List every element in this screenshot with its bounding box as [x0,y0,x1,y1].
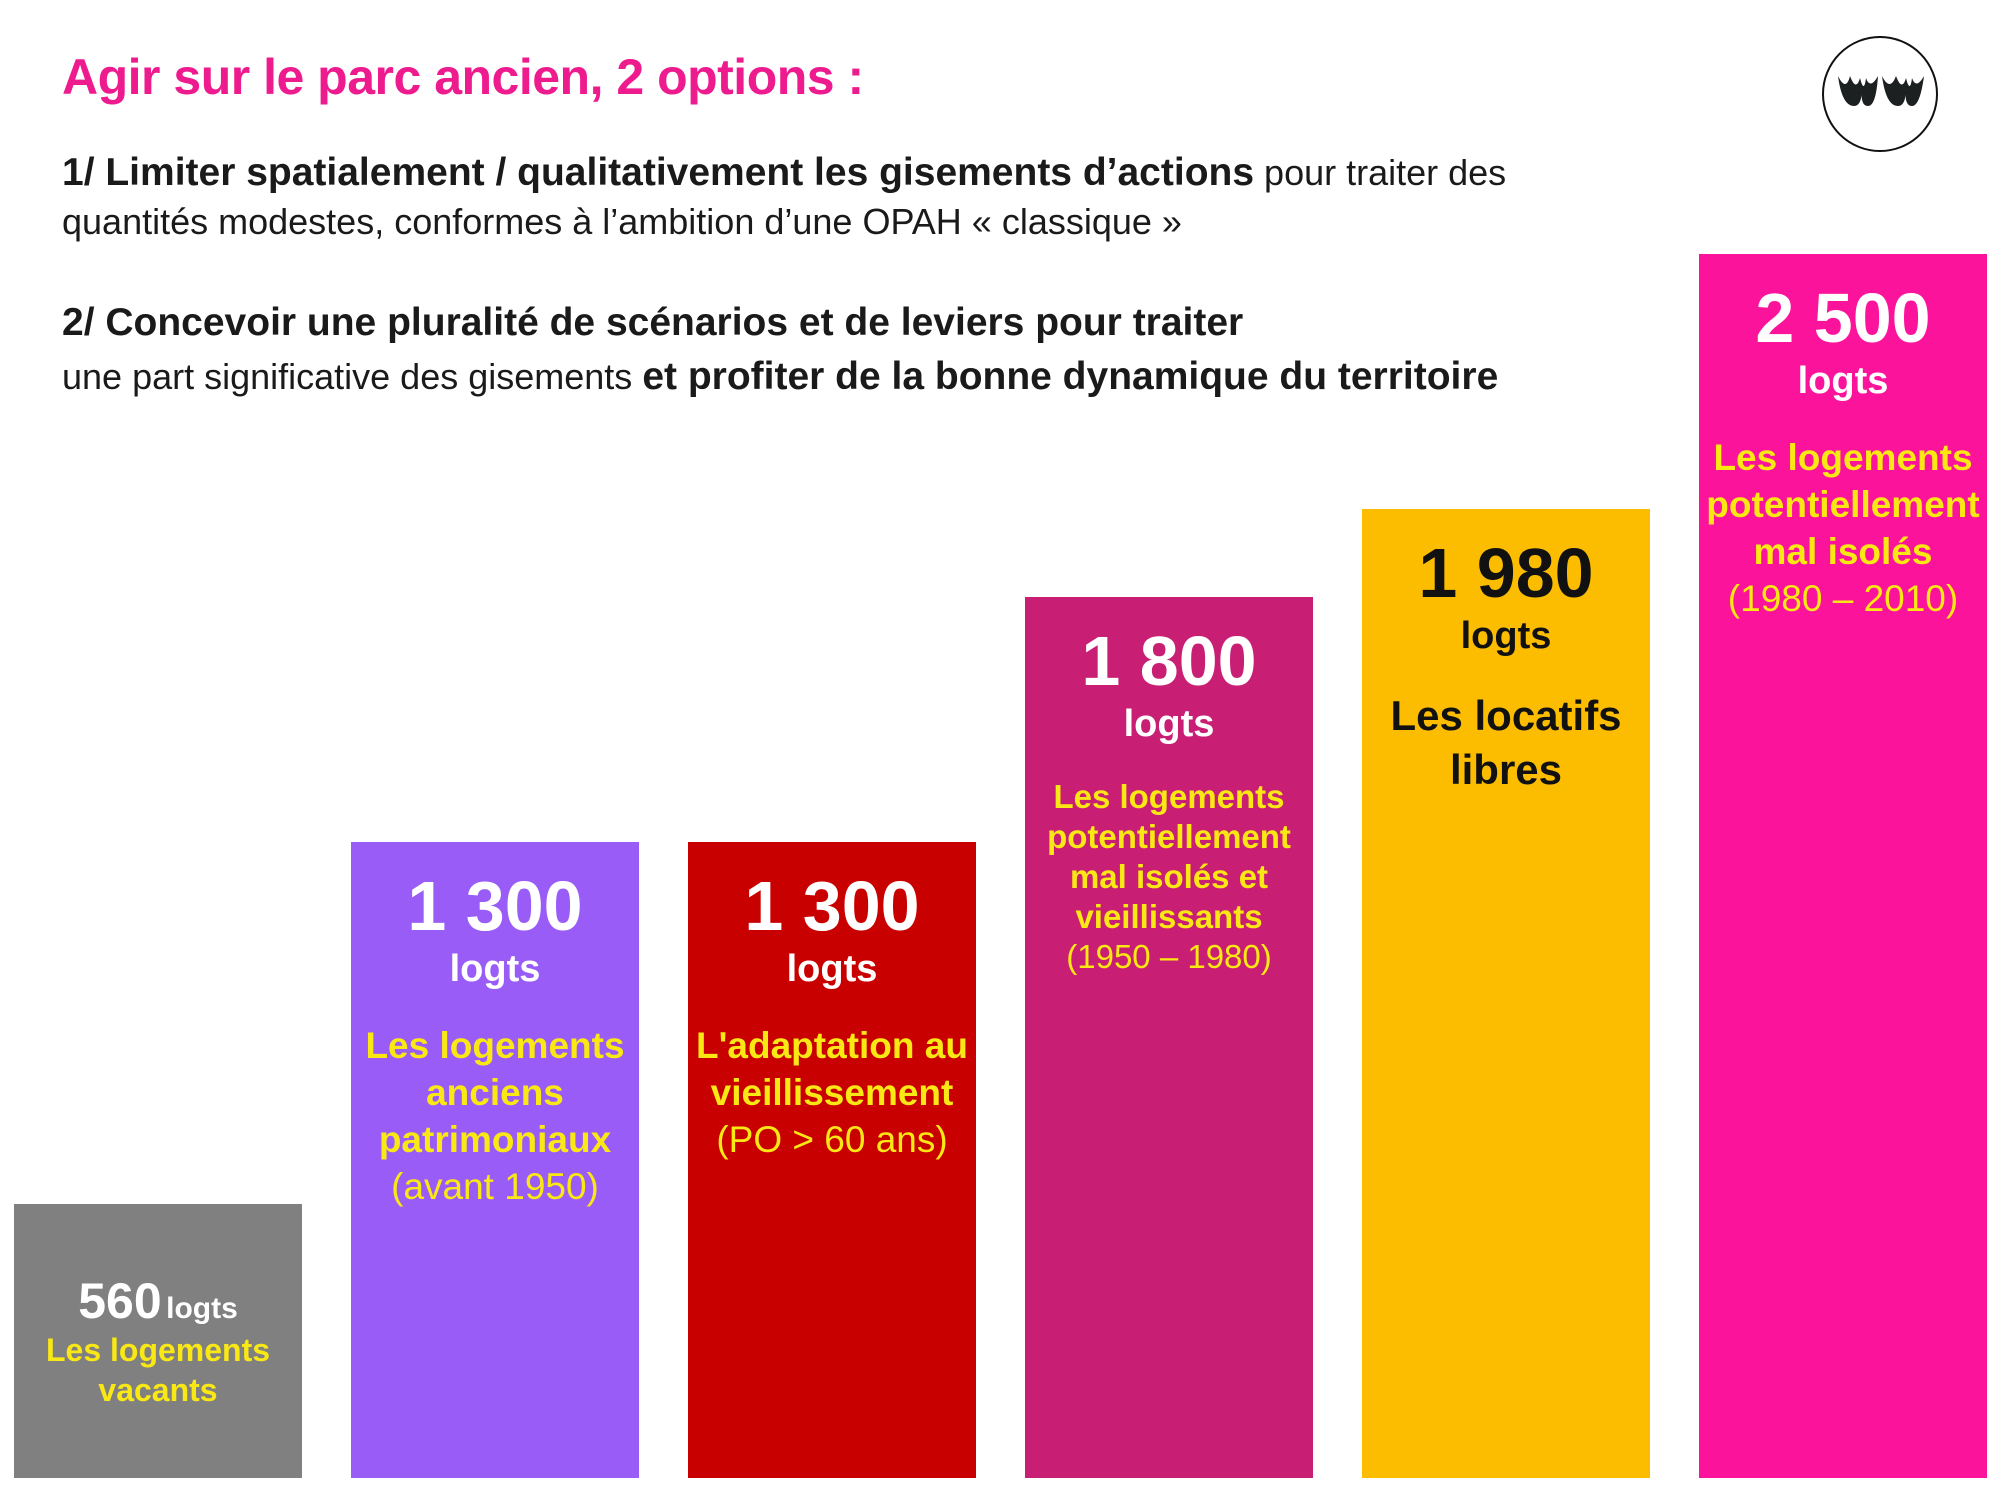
bar-value: 2 500 [1755,279,1931,357]
bar-unit: logts [449,948,541,990]
bar-label-mal-isoles-vieillissants: 1 800 logts Les logements potentiellemen… [1025,621,1313,977]
bar-unit: logts [1460,615,1552,657]
bar-value: 1 300 [407,867,583,945]
option-1-bold: 1/ Limiter spatialement / qualitativemen… [62,151,1255,194]
option-2-bold-2: et profiter de la bonne dynamique du ter… [642,355,1499,398]
bar-label-vieillissement: 1 300 logts L'adaptation au vieillisseme… [688,866,976,1163]
option-2-text: 2/ Concevoir une pluralité de scénarios … [62,296,1662,404]
bar-subtitle: (1980 – 2010) [1727,578,1959,619]
bar-value: 1 800 [1081,622,1257,700]
bar-description: Les logements anciens patrimoniaux [365,1025,625,1160]
bar-unit: logts [1123,703,1215,745]
bar-value: 1 980 [1418,534,1594,612]
bar-unit: logts [786,948,878,990]
option-2-bold-1: 2/ Concevoir une pluralité de scénarios … [62,301,1244,344]
bar-description: L'adaptation au vieillissement [696,1025,968,1113]
bar-subtitle: (avant 1950) [391,1166,599,1207]
page-title: Agir sur le parc ancien, 2 options : [62,49,864,105]
option-2-regular: une part significative des gisements [62,356,643,397]
bar-label-vacants: 560 logts Les logements vacants [14,1272,302,1410]
bar-value: 1 300 [744,867,920,945]
bar-subtitle: (PO > 60 ans) [716,1119,948,1160]
bar-label-mal-isoles: 2 500 logts Les logements potentiellemen… [1699,278,1987,622]
bar-value: 560 [78,1273,162,1329]
option-1-regular: pour traiter des quantités modestes, con… [62,152,1507,242]
bar-unit: logts [1797,360,1889,402]
brand-logo-icon [1822,36,1938,152]
bar-description: Les logements vacants [45,1332,271,1408]
bar-unit: logts [166,1292,238,1325]
bar-description: Les logements potentiellement mal isolés [1706,437,1980,572]
bar-label-locatifs-libres: 1 980 logts Les locatifs libres [1362,533,1650,797]
option-1-text: 1/ Limiter spatialement / qualitativemen… [62,148,1662,246]
bar-label-patrimoniaux: 1 300 logts Les logements anciens patrim… [351,866,639,1210]
bar-description: Les locatifs libres [1390,692,1622,793]
bar-description: Les logements potentiellement mal isolés… [1047,778,1291,935]
bar-subtitle: (1950 – 1980) [1066,938,1272,975]
